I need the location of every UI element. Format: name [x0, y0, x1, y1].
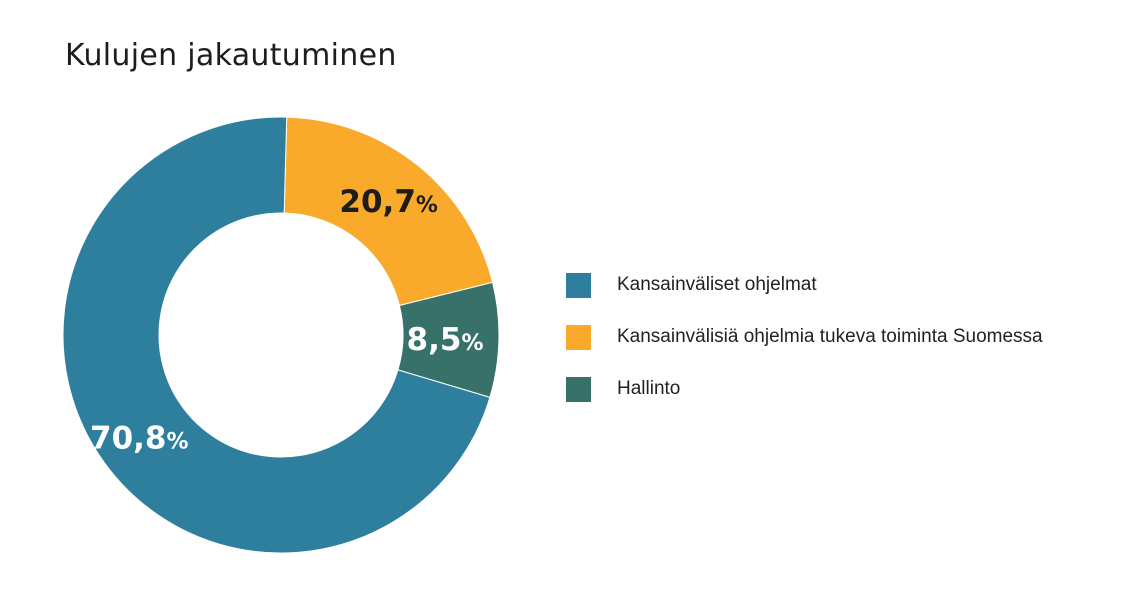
legend-item-kansainvaliset-ohjelmat: Kansainväliset ohjelmat [566, 272, 1043, 298]
legend-swatch [566, 376, 591, 402]
data-label-hallinto: 8,5% [407, 322, 484, 358]
chart-legend: Kansainväliset ohjelmat Kansainvälisiä o… [566, 272, 1043, 428]
data-label-kansainvaliset-ohjelmat: 70,8% [90, 421, 189, 457]
slice-kansainvaliset-ohjelmat [62, 116, 491, 554]
legend-item-tukeva-toiminta: Kansainvälisiä ohjelmia tukeva toiminta … [566, 324, 1043, 350]
chart-title: Kulujen jakautuminen [65, 38, 397, 73]
legend-swatch [566, 272, 591, 298]
slice-tukeva-toiminta [283, 116, 494, 307]
legend-label: Kansainvälisiä ohjelmia tukeva toiminta … [617, 326, 1043, 347]
legend-item-hallinto: Hallinto [566, 376, 1043, 402]
legend-swatch [566, 324, 591, 350]
legend-label: Kansainväliset ohjelmat [617, 274, 817, 295]
data-label-tukeva-toiminta: 20,7% [339, 184, 438, 220]
legend-label: Hallinto [617, 378, 681, 399]
